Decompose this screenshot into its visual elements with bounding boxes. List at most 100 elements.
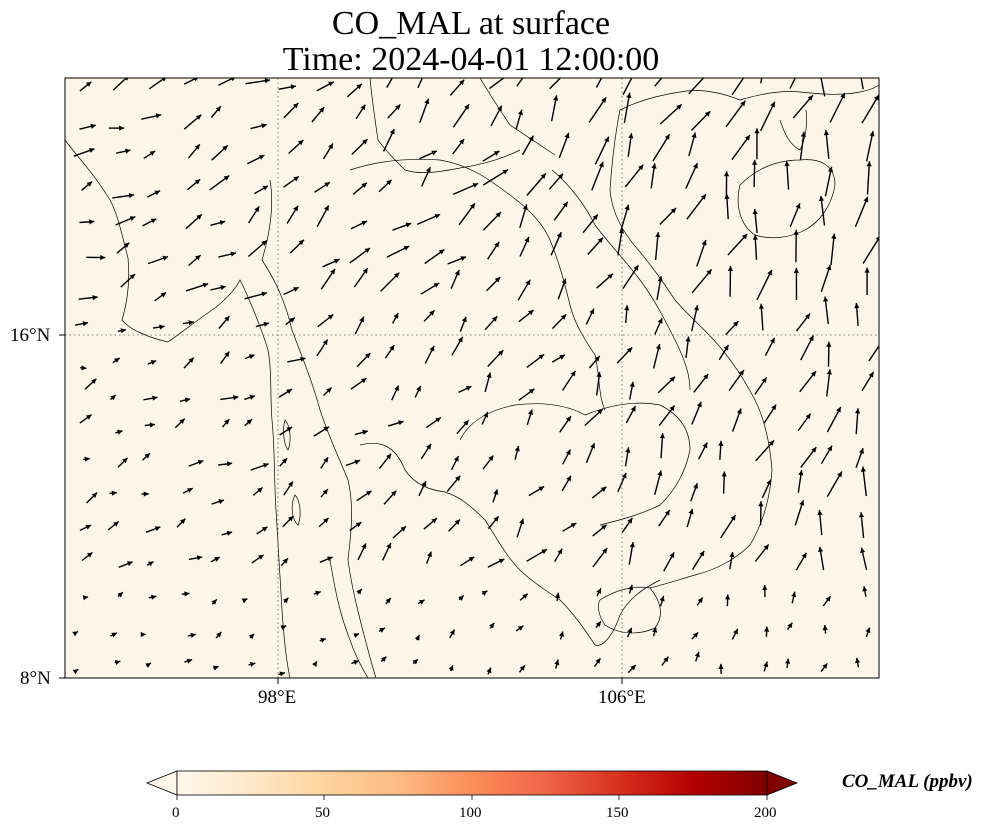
colorbar-tick-label: 0 <box>172 805 180 821</box>
wind-arrow-head <box>86 181 93 187</box>
wind-arrow-head <box>522 204 528 211</box>
wind-arrow-head <box>762 56 767 61</box>
wind-arrow-head <box>718 440 724 446</box>
wind-arrow-head <box>195 114 202 120</box>
wind-arrow-head <box>322 489 328 495</box>
wind-arrow-head <box>692 632 699 638</box>
wind-arrow-head <box>869 131 875 137</box>
wind-arrow-head <box>628 133 634 139</box>
wind-arrow-shaft <box>759 101 776 132</box>
wind-arrow-head <box>754 128 760 134</box>
wind-arrow-head <box>457 336 463 343</box>
wind-arrow-head <box>85 81 92 87</box>
wind-arrow-head <box>458 595 464 601</box>
wind-arrow-head <box>619 228 625 234</box>
wind-arrow-head <box>597 237 603 243</box>
wind-arrow-head <box>190 632 196 638</box>
wind-arrow-head <box>81 365 87 371</box>
wind-arrow-head <box>627 627 632 634</box>
wind-arrow-head <box>836 407 841 413</box>
wind-arrow-head <box>431 150 437 156</box>
wind-arrow-head <box>763 544 769 551</box>
wind-arrow-head <box>433 283 440 288</box>
wind-arrow-head <box>322 339 328 346</box>
wind-arrow-head <box>736 408 742 415</box>
wind-arrow-head <box>795 203 801 209</box>
wind-arrow-shaft <box>386 78 394 88</box>
wind-arrow-head <box>827 445 832 452</box>
wind-arrow-head <box>91 378 97 384</box>
colorbar <box>145 770 799 800</box>
wind-arrow-head <box>249 394 255 400</box>
wind-arrow-head <box>624 204 630 211</box>
wind-arrow-head <box>669 552 675 558</box>
wind-arrow-head <box>429 310 435 316</box>
wind-arrow-head <box>659 595 665 602</box>
wind-arrow-shaft <box>860 78 864 90</box>
wind-arrow-head <box>400 526 406 532</box>
wind-arrow-head <box>498 350 504 356</box>
wind-arrow-head <box>365 353 371 359</box>
wind-arrow-head <box>519 665 525 671</box>
wind-arrow-head <box>414 635 420 641</box>
wind-arrow-shaft <box>866 161 871 195</box>
wind-arrow-head <box>630 406 636 412</box>
wind-arrow-head <box>864 267 870 273</box>
wind-arrow-head <box>261 526 268 532</box>
wind-arrow-head <box>817 509 823 516</box>
wind-arrow-head <box>300 356 306 362</box>
wind-arrow-head <box>652 627 658 633</box>
wind-arrow-head <box>607 273 613 279</box>
wind-arrow-head <box>493 489 499 495</box>
wind-arrow-head <box>494 277 501 283</box>
wind-arrow-head <box>770 101 775 108</box>
wind-arrow-head <box>464 104 470 110</box>
wind-arrow-head <box>120 328 126 334</box>
wind-arrow-head <box>866 161 872 167</box>
wind-arrow-head <box>127 561 133 567</box>
wind-arrow-head <box>459 79 465 86</box>
wind-arrow-head <box>595 658 601 664</box>
wind-arrow-head <box>699 550 705 557</box>
wind-arrow-head <box>752 209 758 215</box>
wind-arrow-head <box>589 308 595 315</box>
wind-arrow-head <box>696 401 702 408</box>
wind-arrow-head <box>638 164 644 171</box>
wind-arrow-head <box>122 457 128 464</box>
wind-arrow-head <box>327 314 334 320</box>
wind-arrow-head <box>554 659 560 666</box>
wind-arrow-head <box>361 543 367 549</box>
wind-arrow-head <box>279 671 285 677</box>
wind-arrow-head <box>159 324 165 330</box>
wind-arrow-head <box>231 78 236 82</box>
wind-arrow-head <box>800 131 806 137</box>
wind-arrow-head <box>459 139 465 145</box>
wind-arrow-head <box>224 419 230 425</box>
wind-arrow-head <box>701 240 707 246</box>
wind-arrow-head <box>140 631 146 638</box>
wind-arrow-head <box>559 631 564 637</box>
wind-arrow-head <box>261 291 267 297</box>
wind-arrow-head <box>758 303 764 309</box>
wind-arrow-head <box>391 490 397 497</box>
wind-arrow-head <box>541 549 547 555</box>
wind-arrow-head <box>826 341 832 347</box>
wind-arrow-head <box>124 78 129 81</box>
wind-arrow-head <box>494 241 500 248</box>
wind-arrow-head <box>359 316 364 323</box>
wind-arrow-head <box>733 628 738 635</box>
wind-arrow-head <box>361 182 367 188</box>
colorbar-tick-label: 150 <box>606 805 629 821</box>
wind-arrow-head <box>379 627 385 633</box>
wind-arrow-head <box>807 95 813 101</box>
wind-arrow-head <box>669 376 676 382</box>
wind-arrow-head <box>565 449 571 456</box>
wind-arrow-head <box>434 214 441 219</box>
wind-arrow-head <box>395 66 400 72</box>
wind-arrow-head <box>805 413 811 420</box>
wind-arrow-head <box>740 100 746 107</box>
wind-arrow-head <box>854 303 860 309</box>
wind-arrow-head <box>601 97 607 103</box>
wind-arrow-head <box>563 70 568 75</box>
wind-arrow-head <box>697 597 703 604</box>
